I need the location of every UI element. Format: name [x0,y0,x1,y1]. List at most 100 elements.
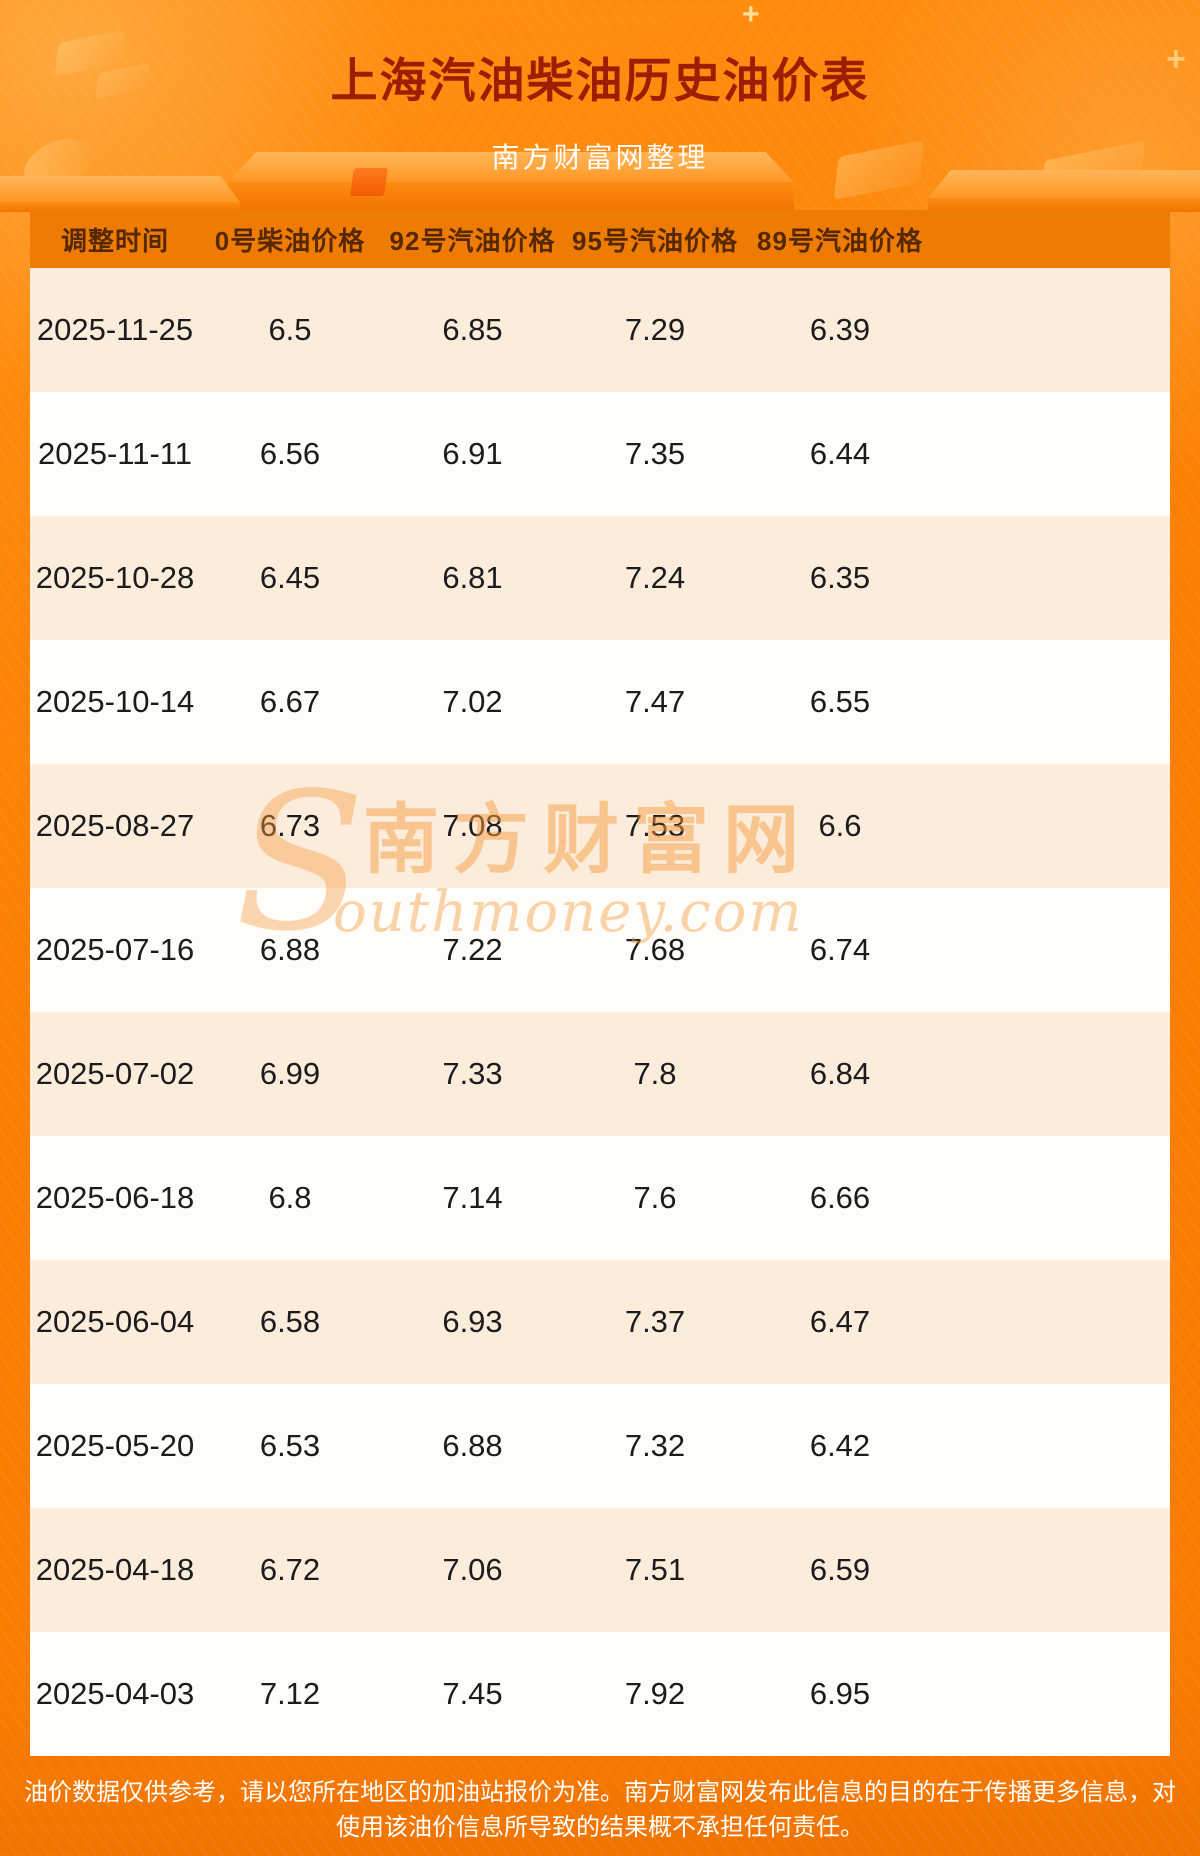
row-spacer [935,640,1170,764]
table-row: 2025-11-25 6.5 6.85 7.29 6.39 [30,268,1170,392]
table-row: 2025-10-28 6.45 6.81 7.24 6.35 [30,516,1170,640]
row-spacer [935,1012,1170,1136]
date-cell: 2025-08-27 [35,808,195,843]
price-cell: 6.91 [442,436,503,471]
row-spacer [935,1508,1170,1632]
price-cell: 7.6 [633,1180,677,1215]
price-cell: 7.32 [624,1428,686,1463]
price-cell: 6.59 [809,1552,871,1587]
row-spacer [935,1260,1170,1384]
table-row: 2025-07-02 6.99 7.33 7.8 6.84 [30,1012,1170,1136]
price-cell: 7.29 [624,312,686,347]
price-cell: 6.88 [442,1428,503,1463]
price-cell: 6.81 [442,560,503,595]
date-cell: 2025-06-18 [35,1180,195,1215]
podium-front-center [228,182,794,210]
column-header-0: 调整时间 [60,225,169,256]
row-spacer [935,392,1170,516]
price-cell: 6.99 [259,1056,321,1091]
table-row: 2025-04-03 7.12 7.45 7.92 6.95 [30,1632,1170,1756]
date-cell: 2025-10-14 [35,684,195,719]
date-cell: 2025-07-02 [35,1056,195,1091]
price-cell: 7.37 [624,1304,686,1339]
table-row: 2025-11-11 6.56 6.91 7.35 6.44 [30,392,1170,516]
date-cell: 2025-05-20 [35,1428,195,1463]
price-cell: 7.45 [442,1676,503,1711]
row-spacer [935,268,1170,392]
price-cell: 6.85 [442,312,503,347]
price-cell: 6.53 [259,1428,321,1463]
price-cell: 6.58 [259,1304,321,1339]
price-table: 调整时间 0号柴油价格 92号汽油价格 95号汽油价格 89号汽油价格 2025-11-… [30,210,1170,1756]
price-cell: 6.73 [259,808,321,843]
price-cell: 7.51 [624,1552,686,1587]
page-subtitle: 南方财富网整理 [491,142,709,173]
table-row: 2025-07-16 6.88 7.22 7.68 6.74 [30,888,1170,1012]
price-cell: 6.8 [268,1180,312,1215]
price-cell: 7.06 [442,1552,503,1587]
row-spacer [935,1384,1170,1508]
price-cell: 6.47 [809,1304,871,1339]
table-body: 2025-11-25 6.5 6.85 7.29 6.39 2025-11-11 6.56 6… [30,268,1170,1756]
date-cell: 2025-11-25 [36,312,194,347]
price-cell: 7.14 [442,1180,503,1215]
price-cell: 6.56 [259,436,321,471]
column-header-4: 89号汽油价格 [757,225,923,256]
column-header-3: 95号汽油价格 [572,225,738,256]
price-cell: 6.45 [259,560,321,595]
row-spacer [935,888,1170,1012]
date-cell: 2025-04-03 [35,1676,195,1711]
date-cell: 2025-07-16 [35,932,195,967]
price-cell: 6.95 [809,1676,871,1711]
header-spacer [935,210,1170,268]
price-cell: 7.22 [442,932,503,967]
podium-top-left [0,176,240,202]
date-cell: 2025-04-18 [35,1552,195,1587]
price-cell: 6.35 [809,560,871,595]
price-cell: 6.66 [809,1180,871,1215]
price-cell: 7.8 [633,1056,677,1091]
sparkle-plus-top: + [742,0,760,31]
price-cell: 6.5 [268,312,312,347]
price-cell: 7.12 [259,1676,321,1711]
table-row: 2025-10-14 6.67 7.02 7.47 6.55 [30,640,1170,764]
price-cell: 6.72 [259,1552,321,1587]
price-cell: 6.42 [809,1428,871,1463]
price-cell: 6.93 [442,1304,503,1339]
table-header-row: 调整时间 0号柴油价格 92号汽油价格 95号汽油价格 89号汽油价格 [30,210,1170,268]
price-cell: 7.68 [624,932,686,967]
table-row: 2025-05-20 6.53 6.88 7.32 6.42 [30,1384,1170,1508]
date-cell: 2025-11-11 [38,436,192,471]
price-cell: 7.47 [624,684,686,719]
price-cell: 7.02 [442,684,503,719]
column-header-1: 0号柴油价格 [214,225,366,256]
price-cell: 7.53 [624,808,686,843]
table-row: 2025-06-18 6.8 7.14 7.6 6.66 [30,1136,1170,1260]
price-cell: 7.08 [442,808,503,843]
date-cell: 2025-06-04 [35,1304,195,1339]
row-spacer [935,764,1170,888]
price-cell: 7.33 [442,1056,503,1091]
price-cell: 7.92 [624,1676,686,1711]
price-cell: 6.44 [809,436,871,471]
price-cell: 7.24 [624,560,686,595]
row-spacer [935,1136,1170,1260]
date-cell: 2025-10-28 [35,560,195,595]
table-row: 2025-04-18 6.72 7.06 7.51 6.59 [30,1508,1170,1632]
row-spacer [935,516,1170,640]
table-row: 2025-08-27 6.73 7.08 7.53 6.6 [30,764,1170,888]
price-cell: 6.6 [818,808,862,843]
price-cell: 6.74 [809,932,871,967]
column-header-2: 92号汽油价格 [389,225,556,256]
price-cell: 6.67 [259,684,321,719]
page-title: 上海汽油柴油历史油价表 [330,54,870,107]
price-cell: 7.35 [624,436,686,471]
row-spacer [935,1632,1170,1756]
table-row: 2025-06-04 6.58 6.93 7.37 6.47 [30,1260,1170,1384]
disclaimer-text: 油价数据仅供参考，请以您所在地区的加油站报价为准。南方财富网发布此信息的目的在于… [24,1779,1176,1841]
price-cell: 6.39 [809,312,871,347]
price-cell: 6.55 [809,684,871,719]
price-cell: 6.84 [809,1056,871,1091]
oil-price-table: 调整时间 0号柴油价格 92号汽油价格 95号汽油价格 89号汽油价格 2025-11-… [30,210,1170,1756]
price-cell: 6.88 [259,932,321,967]
